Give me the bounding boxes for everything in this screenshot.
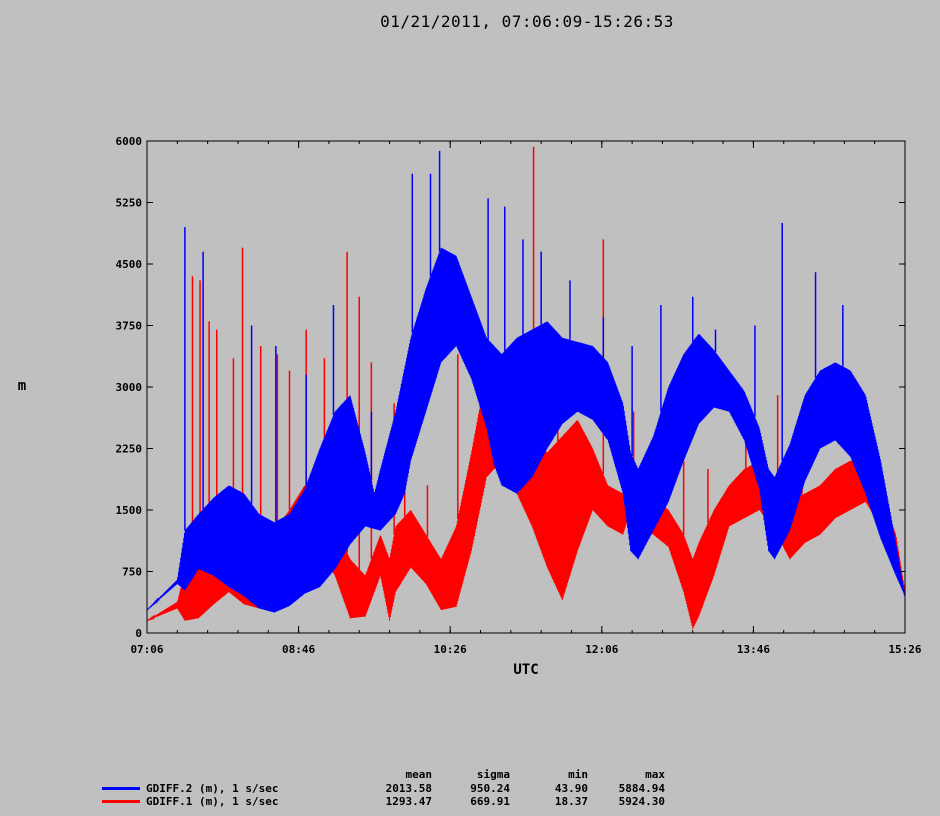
- x-axis-label: UTC: [513, 662, 538, 678]
- series-layer: [146, 146, 906, 629]
- x-tick-label: 08:46: [282, 643, 315, 656]
- legend-label-gdiff2: GDIFF.2 (m), 1 s/sec: [146, 782, 279, 795]
- y-tick-label: 6000: [116, 135, 143, 148]
- x-tick-label: 13:46: [737, 643, 770, 656]
- x-tick-label: 10:26: [434, 643, 467, 656]
- stat-gdiff2-sigma: 950.24: [470, 782, 510, 795]
- y-axis-label: m: [18, 378, 26, 394]
- stats-header-min: min: [568, 768, 588, 781]
- x-tick-label: 07:06: [130, 643, 163, 656]
- y-tick-label: 5250: [116, 197, 143, 210]
- stat-gdiff1-sigma: 669.91: [470, 795, 510, 808]
- x-tick-label: 12:06: [585, 643, 618, 656]
- y-tick-label: 2250: [116, 443, 143, 456]
- stat-gdiff2-mean: 2013.58: [385, 782, 432, 795]
- y-tick-label: 750: [122, 566, 142, 579]
- stat-gdiff1-mean: 1293.47: [385, 795, 432, 808]
- stats-header-sigma: sigma: [476, 768, 510, 781]
- y-tick-label: 3750: [116, 320, 143, 333]
- stats-header-max: max: [645, 768, 665, 781]
- legend-swatch-gdiff2: [102, 787, 140, 790]
- axes-layer: 0 750 1500 2250 3000 3750 4500 5250 6000 07:06 08:…: [116, 135, 922, 656]
- legend-label-gdiff1: GDIFF.1 (m), 1 s/sec: [146, 795, 279, 808]
- y-tick-label: 1500: [116, 504, 143, 517]
- y-tick-label: 4500: [116, 258, 143, 271]
- stat-gdiff1-max: 5924.30: [618, 795, 665, 808]
- stat-gdiff2-max: 5884.94: [618, 782, 665, 795]
- stat-gdiff2-min: 43.90: [554, 782, 588, 795]
- x-tick-label: 15:26: [888, 643, 921, 656]
- chart-title: 01/21/2011, 07:06:09-15:26:53: [380, 12, 674, 31]
- series-line-gdiff2: [146, 247, 906, 613]
- stat-gdiff1-min: 18.37: [554, 795, 588, 808]
- stats-header-mean: mean: [405, 768, 433, 781]
- y-tick-label: 3000: [116, 381, 143, 394]
- y-tick-label: 0: [135, 627, 142, 640]
- legend-swatch-gdiff1: [102, 800, 140, 803]
